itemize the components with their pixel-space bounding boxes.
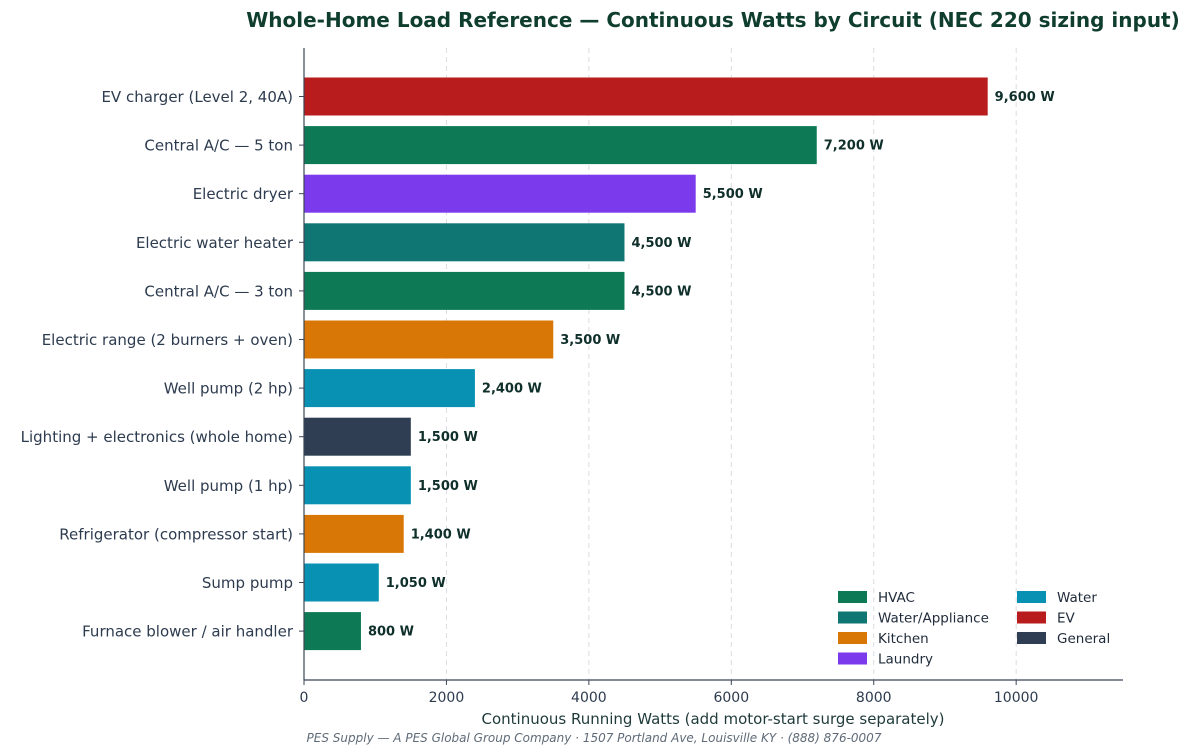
value-label-1: 7,200 W [824, 139, 884, 154]
category-label-1: Central A/C — 5 ton [144, 137, 293, 155]
bar-4 [304, 271, 625, 310]
category-label-5: Electric range (2 burners + oven) [42, 331, 293, 349]
legend-swatch-3 [838, 652, 867, 665]
value-label-5: 3,500 W [560, 333, 620, 348]
bars: EV charger (Level 2, 40A) 9,600 W Central … [21, 77, 1055, 651]
legend-label-5: EV [1057, 611, 1076, 627]
legend: HVAC Water/Appliance Kitchen Laundry Water EV… [838, 590, 1110, 668]
category-label-2: Electric dryer [193, 185, 294, 203]
x-axis-label: Continuous Running Watts (add motor-star… [481, 710, 944, 728]
bar-7 [304, 417, 411, 456]
x-tick-label-3: 6000 [713, 690, 749, 706]
category-label-3: Electric water heater [136, 234, 294, 252]
value-label-10: 1,050 W [386, 576, 446, 591]
value-label-3: 4,500 W [631, 236, 691, 251]
bar-9 [304, 514, 404, 553]
legend-label-1: Water/Appliance [878, 611, 989, 627]
grid [445, 48, 1017, 680]
legend-swatch-2 [838, 632, 867, 644]
legend-label-6: General [1057, 631, 1110, 647]
value-label-9: 1,400 W [411, 527, 471, 542]
category-label-0: EV charger (Level 2, 40A) [101, 88, 293, 106]
value-label-6: 2,400 W [482, 382, 542, 397]
category-label-9: Refrigerator (compressor start) [59, 525, 293, 543]
x-tick-label-5: 10000 [994, 690, 1039, 706]
bar-8 [304, 466, 411, 505]
legend-swatch-6 [1017, 632, 1046, 644]
legend-swatch-4 [1017, 591, 1046, 603]
footer-text: PES Supply — A PES Global Group Company … [307, 731, 882, 745]
bar-10 [304, 563, 379, 602]
x-tick-label-2: 4000 [571, 690, 607, 706]
x-tick-label-0: 0 [300, 690, 309, 706]
bar-1 [304, 126, 817, 165]
axes: 0 2000 4000 6000 8000 10000 [299, 48, 1123, 706]
value-label-2: 5,500 W [703, 187, 763, 202]
category-label-8: Well pump (1 hp) [164, 477, 293, 495]
bar-0 [304, 77, 988, 116]
x-tick-label-4: 8000 [856, 690, 892, 706]
legend-swatch-1 [838, 611, 867, 624]
category-label-6: Well pump (2 hp) [164, 380, 293, 398]
value-label-4: 4,500 W [631, 284, 691, 299]
legend-label-4: Water [1057, 590, 1097, 606]
value-label-7: 1,500 W [418, 430, 478, 445]
category-label-7: Lighting + electronics (whole home) [21, 428, 293, 446]
legend-label-3: Laundry [878, 652, 933, 668]
value-label-8: 1,500 W [418, 479, 478, 494]
chart-title: Whole-Home Load Reference — Continuous W… [246, 8, 1180, 32]
bar-3 [304, 223, 625, 262]
value-label-11: 800 W [368, 625, 414, 640]
legend-label-2: Kitchen [878, 631, 929, 647]
legend-swatch-5 [1017, 611, 1046, 624]
category-label-11: Furnace blower / air handler [82, 623, 294, 641]
category-label-10: Sump pump [202, 574, 293, 592]
bar-5 [304, 320, 554, 359]
category-label-4: Central A/C — 3 ton [144, 282, 293, 300]
legend-swatch-0 [838, 591, 867, 603]
value-label-0: 9,600 W [995, 90, 1055, 105]
x-tick-label-1: 2000 [429, 690, 465, 706]
bar-2 [304, 174, 696, 213]
legend-label-0: HVAC [878, 590, 915, 606]
bar-6 [304, 369, 475, 408]
bar-11 [304, 612, 361, 651]
